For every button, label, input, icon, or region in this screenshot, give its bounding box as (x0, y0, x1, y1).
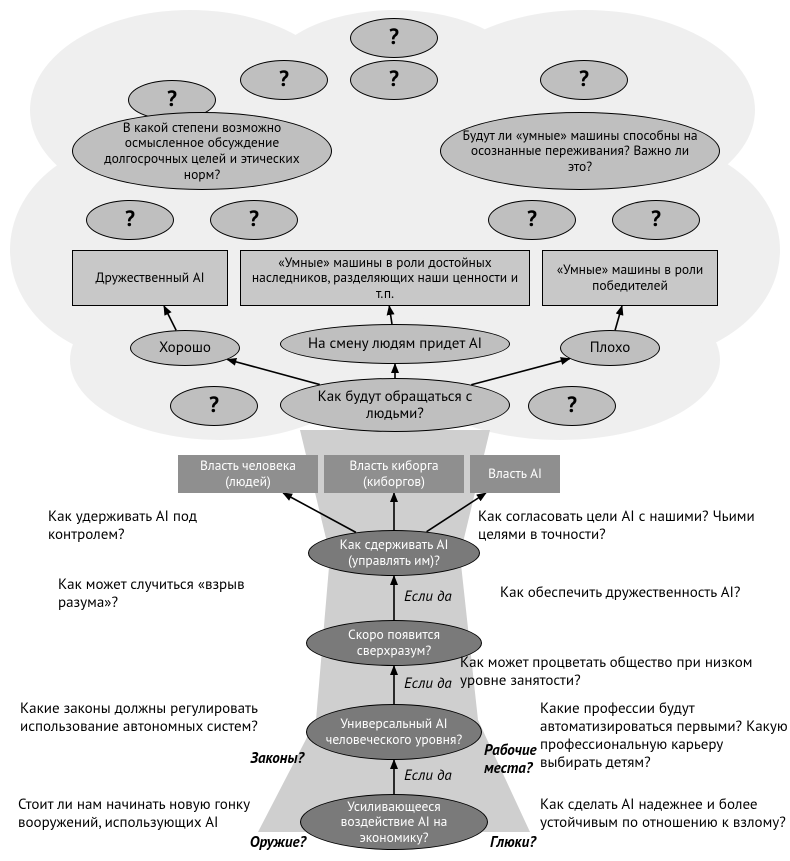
arrow-label: Если да (404, 588, 452, 606)
node-q_top: ? (350, 18, 438, 58)
side-text-8: Как сделать AI надежнее и более устойчив… (540, 796, 788, 832)
node-q_br: ? (528, 386, 616, 426)
side-text-3: Как обеспечить дружественность AI? (500, 584, 770, 602)
side-text-5: Какие законы должны регулировать использ… (20, 700, 280, 736)
node-good: Хорошо (130, 330, 240, 366)
node-agi: Универсальный AI человеческого уровня? (306, 704, 482, 760)
node-bad: Плохо (560, 330, 660, 366)
node-power_cyborg: Власть киборга (киборгов) (324, 455, 464, 493)
node-box_heirs: «Умные» машины в роли достойных наследни… (240, 250, 530, 306)
arrow-label: Если да (404, 675, 452, 693)
node-q_r2a: ? (86, 200, 174, 240)
node-box_winners: «Умные» машины в роли победителей (542, 250, 718, 306)
node-q_bl: ? (170, 386, 258, 426)
side-text-9: Законы? (214, 750, 304, 768)
node-superint: Скоро появится сверхразум? (306, 620, 482, 666)
diagram-root: ????? В какой степени возможно осмысленно… (0, 0, 790, 861)
node-q_r2d: ? (612, 200, 700, 240)
node-box_friendly: Дружественный AI (72, 250, 228, 306)
node-replace: На смену людям придет AI (280, 324, 510, 364)
node-q_right_text: Будут ли «умные» машины способны на осоз… (440, 112, 720, 190)
node-power_ai: Власть AI (470, 455, 560, 493)
node-q_r1b: ? (350, 60, 438, 100)
node-q_r1a: ? (240, 60, 328, 100)
node-treat: Как будут обращаться с людьми? (280, 378, 510, 432)
node-q_r2c: ? (488, 200, 576, 240)
node-econ: Усиливающееся воздействие AI на экономик… (300, 794, 488, 850)
side-text-7: Стоит ли нам начинать новую гонку вооруж… (18, 796, 278, 832)
side-text-11: Оружие? (216, 834, 306, 852)
node-contain: Как сдерживать AI (управлять им)? (308, 530, 480, 576)
node-q_r1d: ? (540, 60, 628, 100)
side-text-1: Как согласовать цели AI с нашими? Чьими … (478, 508, 768, 544)
side-text-12: Глюки? (490, 834, 580, 852)
node-q_left_text: В какой степени возможно осмысленное обс… (72, 112, 332, 190)
side-text-0: Как удерживать AI под контролем? (48, 508, 268, 544)
side-text-10: Рабочие места? (484, 742, 584, 778)
node-power_human: Власть человека (людей) (178, 455, 318, 493)
node-q_r2b: ? (210, 200, 298, 240)
side-text-4: Как может процветать общество при низком… (460, 654, 780, 690)
side-text-2: Как может случиться «взрыв разума»? (58, 576, 278, 612)
arrow-label: Если да (404, 767, 452, 785)
